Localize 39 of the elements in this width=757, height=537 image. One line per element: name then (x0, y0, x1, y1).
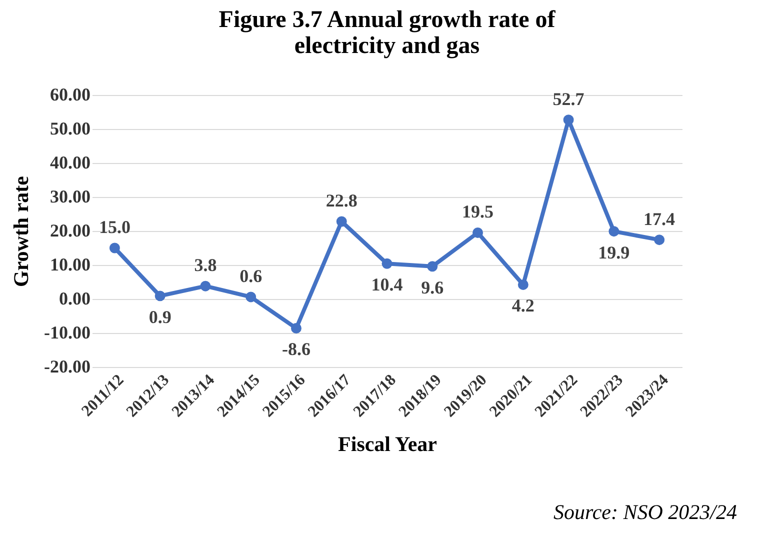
point (290, 323, 302, 334)
data-label: 17.4 (644, 208, 676, 229)
point (246, 292, 256, 302)
data-label: 15.0 (98, 217, 130, 237)
point (518, 279, 528, 290)
data-label: 22.8 (326, 190, 358, 210)
point (336, 216, 347, 227)
y-tick-label: 30.00 (50, 186, 90, 206)
point (109, 242, 120, 254)
point (654, 234, 665, 246)
y-tick-label: 40.00 (50, 152, 90, 172)
chart-title: Figure 3.7 Annual growth rate of electricity and gas (218, 7, 556, 59)
point (200, 280, 211, 292)
data-label: 52.7 (552, 88, 584, 109)
data-label: 0.6 (240, 266, 262, 286)
point (563, 114, 574, 126)
point (608, 226, 620, 237)
y-tick-label: 0.00 (59, 288, 90, 308)
data-label: 19.9 (598, 242, 630, 262)
x-axis-title: Fiscal Year (338, 432, 437, 456)
point (154, 290, 166, 302)
data-label: 10.4 (371, 274, 403, 295)
source-note: Source: NSO 2023/24 (553, 500, 737, 525)
point (382, 258, 392, 269)
data-label: -8.6 (282, 339, 310, 360)
y-tick-label: 50.00 (50, 118, 90, 138)
y-tick-label: 20.00 (50, 220, 90, 240)
data-label: 3.8 (194, 255, 217, 276)
y-tick-label: 60.00 (50, 84, 90, 104)
y-tick-label: -20.00 (44, 356, 90, 376)
y-tick-label: 10.00 (50, 254, 90, 274)
data-label: 4.2 (512, 296, 534, 316)
point (472, 227, 484, 238)
y-tick-label: -10.00 (44, 322, 90, 342)
point (427, 261, 438, 272)
y-axis-title: Growth rate (9, 176, 34, 287)
data-label: 0.9 (148, 306, 172, 327)
data-label: 19.5 (462, 202, 494, 222)
data-label: 9.6 (421, 277, 444, 298)
